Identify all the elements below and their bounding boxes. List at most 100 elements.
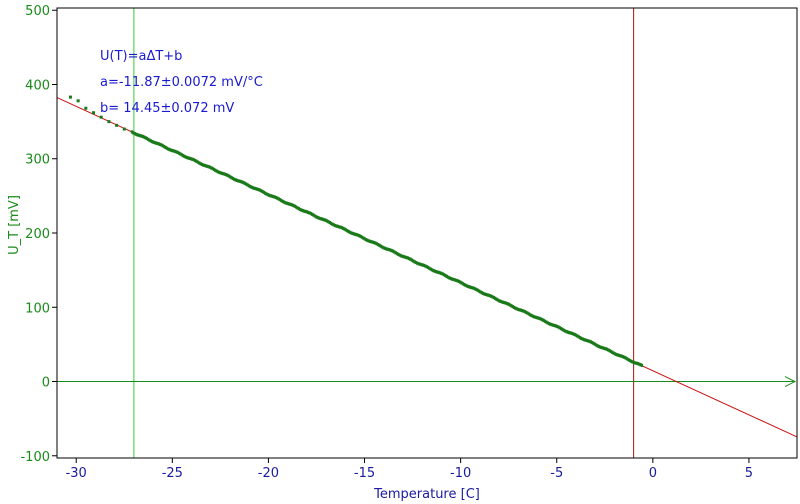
- data-point-346: [596, 344, 599, 348]
- data-point-129: [304, 209, 307, 214]
- y-tick-label-2: 100: [25, 301, 50, 316]
- data-point-208: [410, 258, 414, 262]
- annotation-formula: U(T)=aΔT+b: [100, 49, 182, 64]
- data-point-354: [607, 348, 610, 352]
- data-point-320: [561, 327, 564, 332]
- data-point-93: [255, 187, 259, 191]
- data-point-199: [398, 253, 401, 257]
- data-point-333: [578, 336, 582, 340]
- data-point-139: [317, 216, 321, 220]
- data-point-82: [241, 180, 244, 184]
- data-point-253: [471, 286, 474, 290]
- data-point-258: [477, 289, 481, 293]
- data-point-280: [507, 302, 510, 306]
- data-point-5: [137, 133, 140, 137]
- data-point-25: [164, 145, 167, 150]
- x-tick-label-1: -25: [162, 466, 183, 481]
- data-point-168: [356, 233, 360, 237]
- data-point-36: [179, 152, 182, 156]
- data-point-242: [456, 279, 459, 283]
- data-point-348: [598, 345, 602, 349]
- data-point-256: [475, 287, 478, 292]
- data-point-270: [494, 296, 497, 301]
- data-point-70: [224, 173, 228, 177]
- data-point-79: [237, 179, 240, 183]
- data-point-267: [489, 294, 493, 298]
- data-point-339: [586, 339, 590, 343]
- data-point-375: [635, 361, 638, 365]
- data-point-214: [418, 262, 422, 266]
- data-point-32: [173, 149, 177, 153]
- data-point-19: [156, 141, 159, 146]
- data-point-107: [274, 195, 278, 200]
- data-point-8: [141, 134, 144, 139]
- data-point-345: [594, 343, 598, 347]
- data-point-271: [495, 297, 498, 301]
- data-point-249: [465, 284, 469, 288]
- data-point-294: [526, 311, 529, 315]
- data-point-135: [312, 213, 315, 217]
- data-point-330: [574, 333, 578, 337]
- data-point-255: [473, 287, 477, 291]
- data-point-289: [519, 308, 522, 312]
- data-point-68: [222, 172, 225, 176]
- data-point-334: [580, 336, 583, 340]
- data-point-145: [325, 219, 329, 223]
- data-point-218: [424, 264, 427, 268]
- data-point-97: [261, 189, 264, 194]
- data-point-356: [609, 349, 613, 354]
- data-point-28: [168, 148, 171, 152]
- data-point-306: [542, 318, 545, 323]
- data-point-51: [199, 162, 202, 166]
- data-point-230: [440, 271, 443, 275]
- data-point-151: [333, 223, 337, 228]
- annotation-slope: a=-11.87±0.0072 mV/°C: [100, 75, 263, 90]
- data-point-40: [184, 155, 187, 159]
- data-point-228: [437, 270, 440, 275]
- data-point-268: [491, 295, 494, 299]
- data-point-332: [577, 335, 580, 339]
- data-point-41: [185, 155, 189, 160]
- data-point-121: [293, 204, 296, 208]
- x-tick-label-3: -15: [354, 466, 375, 481]
- data-point-232: [442, 273, 446, 277]
- data-point-9: [142, 135, 146, 139]
- data-point-143: [323, 218, 326, 222]
- data-point-195: [393, 250, 396, 254]
- data-point-90: [251, 186, 255, 190]
- data-point-360: [615, 352, 618, 357]
- data-point-14: [149, 139, 152, 143]
- data-point-376: [636, 362, 640, 366]
- data-point-83: [242, 181, 245, 185]
- zero-line-arrow: [784, 376, 797, 387]
- data-point-early-2: [84, 106, 88, 110]
- data-point-123: [296, 206, 299, 210]
- data-point-370: [628, 358, 631, 363]
- data-point-284: [512, 305, 516, 310]
- data-point-257: [476, 288, 479, 292]
- data-point-201: [401, 254, 404, 258]
- data-point-113: [282, 200, 286, 204]
- data-point-344: [593, 342, 596, 346]
- data-point-312: [550, 323, 553, 327]
- data-point-340: [588, 339, 591, 343]
- data-point-341: [589, 340, 592, 344]
- data-point-189: [385, 247, 388, 251]
- data-point-153: [336, 224, 340, 229]
- data-point-357: [611, 350, 614, 354]
- data-point-226: [434, 270, 438, 274]
- data-point-262: [483, 292, 486, 296]
- x-tick-label-2: -20: [258, 466, 279, 481]
- data-point-235: [446, 275, 450, 279]
- data-point-217: [422, 263, 426, 268]
- data-point-early-6: [115, 123, 119, 127]
- data-point-188: [383, 246, 387, 250]
- data-point-172: [362, 236, 365, 240]
- data-point-84: [243, 181, 247, 185]
- data-point-237: [449, 276, 453, 281]
- data-point-111: [280, 198, 283, 203]
- data-point-105: [272, 194, 275, 199]
- data-point-183: [376, 242, 380, 247]
- data-point-15: [150, 140, 154, 144]
- data-point-304: [539, 317, 543, 321]
